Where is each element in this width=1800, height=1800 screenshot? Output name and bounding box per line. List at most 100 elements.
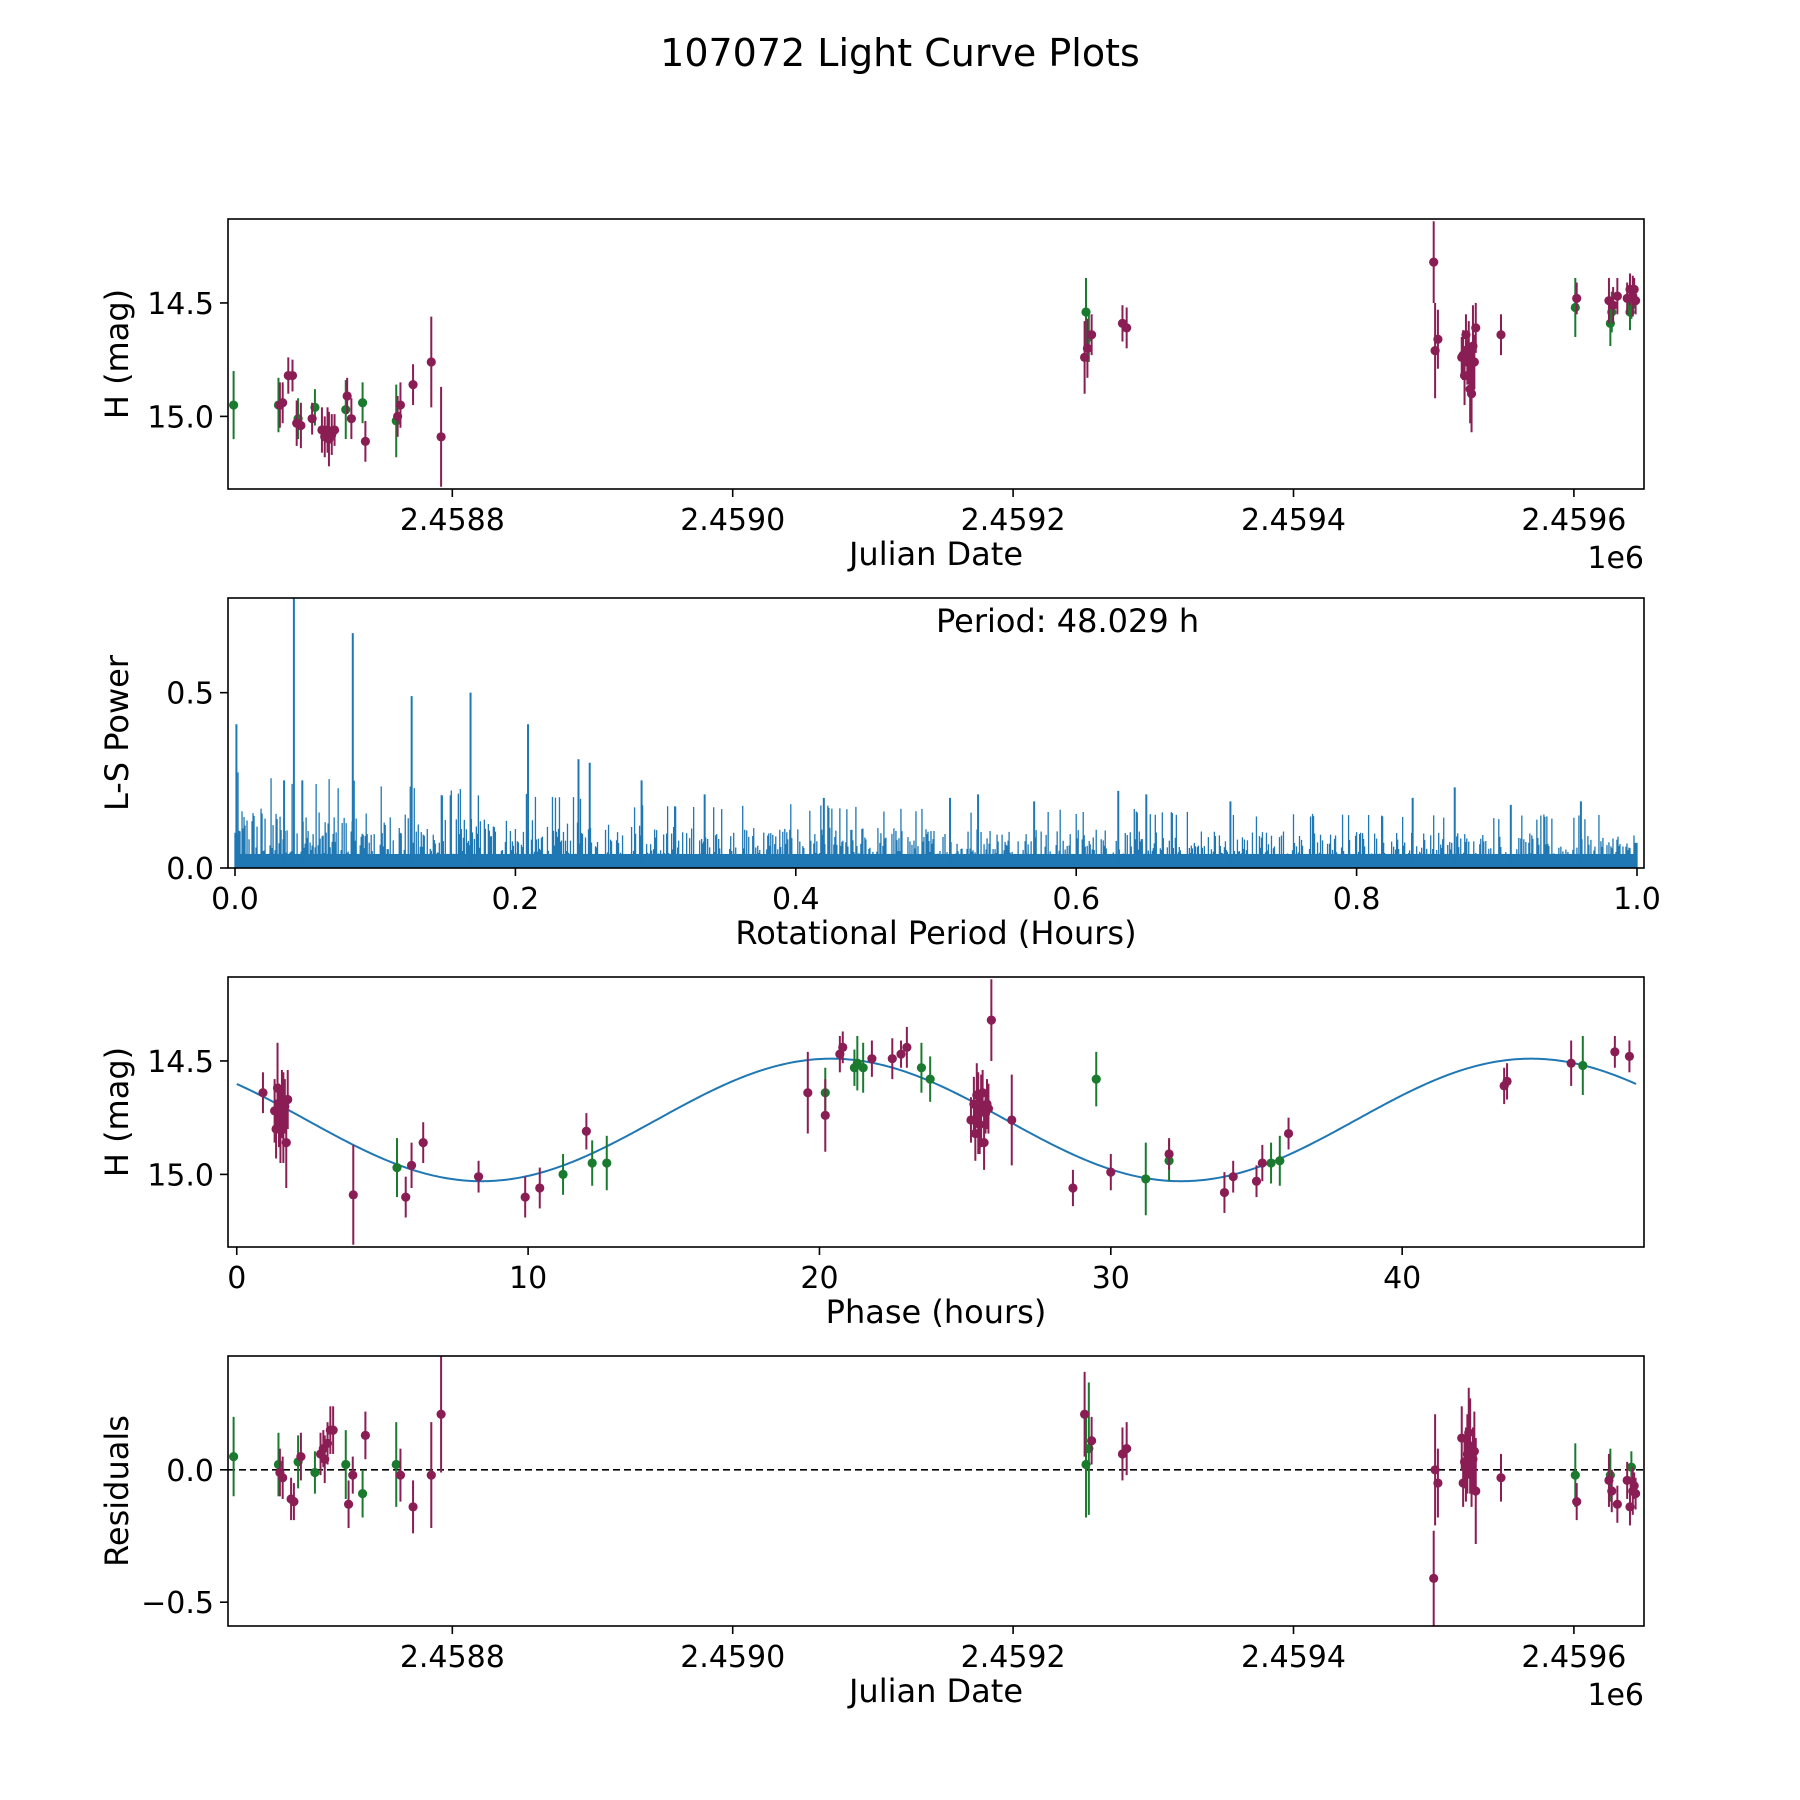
data-point (348, 1470, 358, 1480)
data-point (436, 1409, 446, 1419)
data-point (357, 1489, 368, 1499)
data-point (426, 357, 436, 367)
data-point (258, 1088, 268, 1098)
data-point (975, 1119, 985, 1130)
data-point (357, 398, 368, 408)
y-tick-label: 14.5 (147, 1045, 214, 1080)
data-point (916, 1063, 927, 1073)
data-point (1122, 323, 1132, 333)
x-offset-label: 1e6 (1587, 541, 1644, 576)
data-point (1622, 1475, 1632, 1486)
data-point (1433, 334, 1443, 344)
data-point (1141, 1174, 1151, 1184)
data-point (348, 1190, 358, 1200)
x-tick-label: 0.4 (772, 882, 820, 917)
data-point (281, 1138, 291, 1148)
data-point (1275, 1156, 1285, 1166)
data-point (1164, 1149, 1174, 1159)
power-spectrum (234, 772, 1638, 868)
data-point (902, 1042, 912, 1052)
data-point (896, 1049, 906, 1059)
y-tick-label: 0.5 (166, 677, 214, 712)
data-point (1629, 284, 1639, 294)
y-tick-label: −0.5 (141, 1586, 214, 1621)
axes-frame (227, 1355, 1645, 1627)
data-point (1502, 1076, 1512, 1086)
data-point (1228, 1172, 1238, 1182)
x-tick-label: 10 (509, 1261, 547, 1296)
data-point (1082, 343, 1093, 353)
data-point (406, 1160, 417, 1170)
data-point (343, 1499, 354, 1509)
data-point (391, 1459, 401, 1470)
data-point (1087, 1436, 1097, 1446)
x-tick-label: 30 (1092, 1261, 1130, 1296)
data-point (602, 1158, 612, 1168)
data-point (296, 420, 306, 431)
data-point (1566, 1058, 1576, 1068)
data-point (283, 1094, 293, 1105)
data-point (346, 414, 356, 424)
data-point (436, 432, 446, 442)
data-point (1572, 1496, 1582, 1507)
data-point (287, 370, 298, 381)
x-axis-label: Phase (hours) (826, 1293, 1047, 1331)
series-g (392, 1035, 1588, 1216)
data-point (360, 436, 370, 446)
axes-frame (227, 597, 1645, 869)
data-point (296, 1451, 306, 1462)
plot-area (234, 598, 1638, 868)
x-tick-label: 0.0 (211, 882, 259, 917)
data-point (1607, 1486, 1617, 1496)
y-axis-label: H (mag) (98, 289, 136, 419)
data-point (1610, 1047, 1620, 1057)
data-point (278, 398, 288, 408)
data-point (278, 1473, 288, 1483)
data-point (392, 1162, 402, 1173)
data-point (289, 1496, 299, 1507)
period-annotation: Period: 48.029 h (936, 602, 1199, 640)
series-r (275, 221, 1641, 487)
data-point (979, 1138, 989, 1148)
data-point (1091, 1074, 1101, 1084)
series-g (229, 1382, 1636, 1518)
data-point (1007, 1115, 1017, 1125)
panel-1: 2.4588 2.4590 2.4592 2.4594 2.4596 15.0 14.5 Ju… (98, 218, 1645, 576)
data-point (1219, 1187, 1230, 1198)
data-point (587, 1158, 597, 1168)
x-tick-label: 2.4596 (1521, 1640, 1626, 1675)
x-tick-label: 20 (800, 1261, 838, 1296)
y-tick-label: 0.0 (166, 852, 214, 887)
data-point (838, 1042, 848, 1052)
data-point (1466, 389, 1477, 399)
data-point (1496, 1473, 1506, 1483)
model-curve (236, 1057, 1637, 1183)
x-axis-label: Julian Date (847, 535, 1023, 573)
data-point (1630, 296, 1641, 306)
data-point (1471, 323, 1481, 333)
data-point (229, 1451, 239, 1462)
series-r (258, 979, 1635, 1245)
data-point (426, 1470, 436, 1480)
data-point (408, 1502, 418, 1512)
data-point (1251, 1176, 1262, 1186)
panels: 2.4588 2.4590 2.4592 2.4594 2.4596 15.0 14.5 Ju… (98, 218, 1661, 1713)
data-point (1106, 1167, 1116, 1177)
series-g (229, 277, 1636, 458)
data-point (473, 1172, 484, 1182)
y-tick-label: 0.0 (166, 1454, 214, 1489)
plot-area (229, 221, 1641, 487)
data-point (1570, 302, 1580, 313)
data-point (395, 400, 406, 410)
y-tick-label: 15.0 (147, 1158, 214, 1193)
y-tick-label: 15.0 (147, 400, 214, 435)
plot-area (228, 1356, 1644, 1626)
data-point (341, 404, 351, 415)
data-point (329, 425, 340, 435)
data-point (1469, 1446, 1479, 1456)
series-r (275, 1356, 1641, 1626)
data-point (820, 1110, 830, 1121)
power-floor (235, 853, 1637, 868)
x-tick-label: 2.4590 (680, 503, 785, 538)
